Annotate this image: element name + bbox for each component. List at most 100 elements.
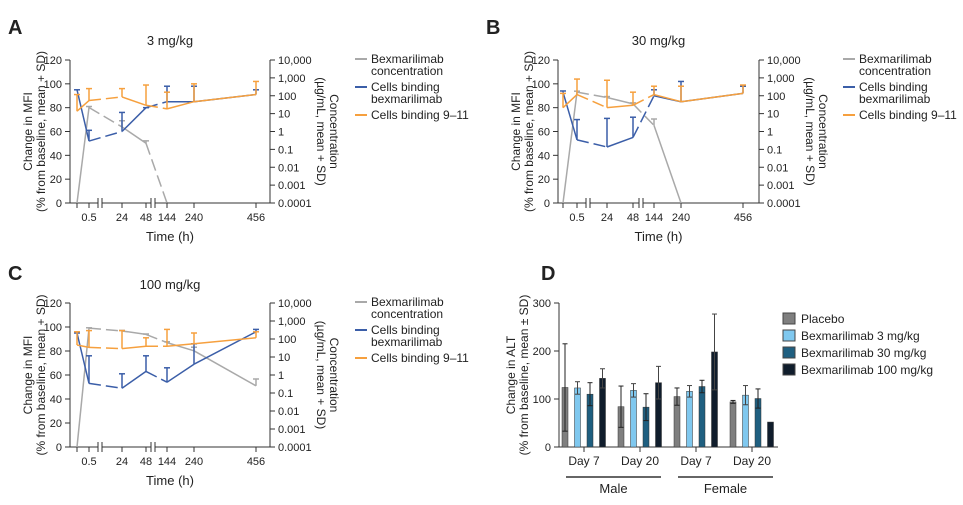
series-segment [88,96,123,102]
y2-tick-label: 10,000 [767,55,801,67]
group-label: Male [599,481,627,496]
panel-title: 3 mg/kg [147,33,193,48]
bar [767,421,774,448]
y-tick-label: 120 [532,55,550,67]
x-tick-label: 456 [734,212,752,224]
axis-break [151,442,155,452]
y-axis-label: Change in MFI [21,336,35,415]
y-tick-label: 100 [532,79,550,91]
y2-axis-label: Concentration [327,94,341,169]
legend-label: Cells binding [859,80,928,94]
axis-break [586,198,590,208]
legend-label: concentration [371,307,443,321]
legend-label: bexmarilimab [371,92,443,106]
legend-label: Bexmarilimab [859,52,932,66]
legend-swatch [782,346,796,359]
bar [686,391,693,448]
y-tick-label: 80 [50,346,62,358]
y-tick-label: 40 [50,394,62,406]
series-segment [88,327,123,332]
legend-swatch [782,329,796,342]
panel-A: A 3 mg/kg 0 20 40 60 80 100 120 0.0001 0.001 0.01 0.… [8,17,469,244]
series-segment [88,346,123,350]
series-segment [121,345,147,350]
series-segment [562,94,578,109]
series-segment [166,343,195,347]
series-segment [121,370,147,389]
y2-axis-label: Concentration [327,338,341,413]
panel-B: B 30 mg/kg 0 20 40 60 80 100 120 0.0001 0.001 0.01 0… [486,17,957,244]
x-tick-label: 48 [627,212,639,224]
x-tick-label: 48 [140,212,152,224]
series-segment [576,93,608,109]
legend-label: Bexmarilimab 3 mg/kg [801,329,920,343]
series-segment [88,382,123,389]
series-segment [632,103,655,126]
y-axis-label: Change in ALT [504,335,518,414]
y-tick-label: 80 [50,103,62,115]
series-segment [121,96,147,106]
series-segment [76,328,90,448]
y2-tick-label: 0.01 [767,162,788,174]
category-label: Day 7 [680,454,712,468]
bar [698,386,706,448]
legend-label: Placebo [801,312,845,326]
y-tick-label: 300 [533,298,551,310]
x-axis-label: Time (h) [146,229,194,244]
y2-tick-label: 1 [278,370,284,382]
series-segment [145,100,168,109]
series-segment [680,92,744,103]
category-label: Day 20 [621,454,659,468]
series-segment [193,350,257,387]
x-tick-label: 0.5 [569,212,584,224]
series-segment [88,130,123,142]
x-tick-label: 240 [185,212,203,224]
series-segment [76,332,90,384]
bar [574,387,581,448]
x-tick-label: 456 [247,212,265,224]
y-tick-label: 200 [533,346,551,358]
y2-axis-label: Concentration [816,94,830,169]
x-tick-label: 24 [116,212,128,224]
series-segment [562,92,578,204]
series-segment [121,330,147,336]
series-segment [632,93,655,106]
y-tick-label: 20 [538,174,550,186]
y-tick-label: 0 [544,198,550,210]
legend-label: Cells binding [371,80,440,94]
y-tick-label: 20 [50,418,62,430]
bar [599,378,606,448]
legend-swatch [782,363,796,376]
series-segment [166,100,195,110]
legend-label: Cells binding 9–11 [371,108,469,122]
y-tick-label: 40 [50,150,62,162]
x-tick-label: 144 [158,212,176,224]
y2-tick-label: 0.001 [767,180,795,192]
legend-label: Cells binding 9–11 [371,351,469,365]
y2-tick-label: 1 [767,127,773,139]
y-tick-label: 60 [50,127,62,139]
series-segment [145,333,168,344]
y2-tick-label: 100 [278,91,296,103]
x-tick-label: 0.5 [81,212,96,224]
x-tick-label: 48 [140,456,152,468]
series-segment [88,106,123,128]
y2-tick-label: 1 [278,127,284,139]
category-label: Day 20 [733,454,771,468]
y2-tick-label: 1,000 [278,316,306,328]
series-segment [76,89,90,142]
y-axis-label: Change in MFI [509,92,523,171]
y2-tick-label: 0.0001 [278,198,312,210]
series-segment [193,337,257,345]
x-tick-label: 144 [158,456,176,468]
legend-label: concentration [371,64,443,78]
panel-C: C 100 mg/kg 0 20 40 60 80 100 120 0.0001 0.001 0.01… [8,263,469,488]
x-tick-label: 240 [185,456,203,468]
y-axis-label-sub: (% from baseline, mean + SD) [34,294,48,455]
series-segment [145,370,168,383]
y-tick-label: 60 [50,370,62,382]
series-segment [121,126,147,144]
legend-label: bexmarilimab [859,92,931,106]
y2-tick-label: 0.1 [767,144,782,156]
